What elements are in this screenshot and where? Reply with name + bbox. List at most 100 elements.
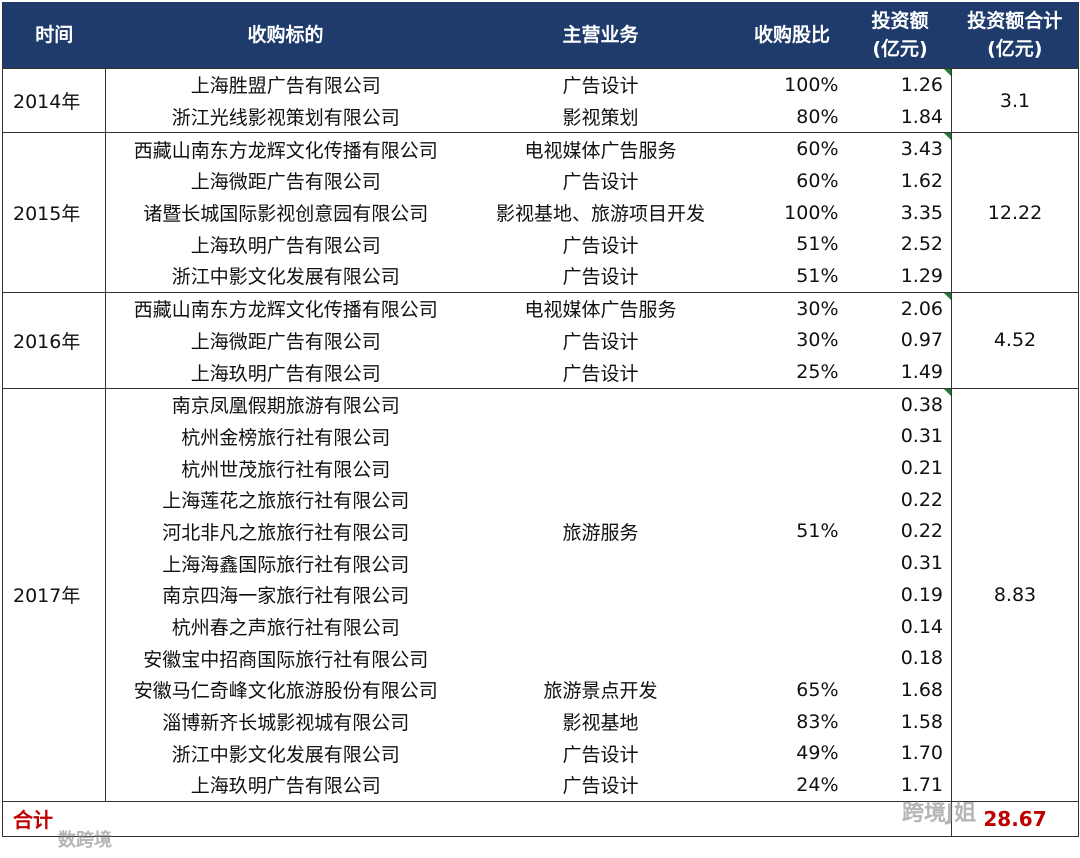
total-cell: 12.22 — [951, 132, 1079, 293]
ratio-cell: 100% — [735, 67, 849, 101]
amount-cell: 0.31 — [900, 552, 943, 575]
ratio-cell: 25% — [796, 361, 839, 384]
amount-cell: 0.19 — [900, 583, 943, 606]
company-cell: 上海莲花之旅旅行社有限公司 — [105, 483, 466, 516]
ratio-cell: 51% — [735, 387, 849, 675]
company-cell: 西藏山南东方龙辉文化传播有限公司 — [105, 291, 466, 325]
column-header: 投资额合计 (亿元) — [951, 2, 1079, 69]
ratio-cell: 60% — [735, 132, 849, 166]
ratio-cell: 80% — [796, 105, 839, 128]
company-cell: 上海微距广告有限公司 — [105, 324, 466, 357]
amount-cell: 0.38 — [848, 387, 952, 421]
amount-cell: 2.06 — [848, 291, 952, 325]
company-cell: 浙江中影文化发展有限公司 — [105, 260, 466, 293]
ratio-cell: 24% — [796, 773, 839, 796]
table-row: 杭州春之声旅行社有限公司 0.14 — [3, 610, 1079, 643]
company-cell: 上海海鑫国际旅行社有限公司 — [105, 547, 466, 579]
table-row: 2015年 西藏山南东方龙辉文化传播有限公司 电视媒体广告服务 60% 3.43 12.2… — [2, 132, 1079, 293]
total-label: 合计 — [2, 800, 952, 837]
column-header: 收购股比 — [735, 2, 849, 69]
ratio-cell: 60% — [796, 169, 839, 192]
amount-cell: 1.26 — [848, 67, 952, 101]
header-row: 时间 收购标的 主营业务 收购股比 投资额 (亿元) 投资额合计 (亿元) — [2, 2, 1079, 69]
amount-cell: 0.18 — [900, 647, 943, 670]
table-row: 浙江中影文化发展有限公司 广告设计 49% 1.70 — [3, 737, 1079, 770]
table-row: 上海玖明广告有限公司 广告设计 51% 2.52 — [3, 228, 1079, 261]
year-cell: 2014年 — [2, 67, 106, 133]
business-cell: 广告设计 — [562, 266, 639, 289]
amount-cell: 1.71 — [900, 773, 943, 796]
amount-cell: 1.58 — [900, 710, 943, 733]
amount-cell: 3.43 — [848, 132, 952, 166]
year-cell: 2016年 — [2, 291, 106, 389]
table-row: 上海莲花之旅旅行社有限公司 0.22 — [3, 483, 1079, 516]
amount-cell: 0.31 — [900, 425, 943, 448]
company-cell: 淄博新齐长城影视城有限公司 — [105, 705, 466, 738]
company-cell: 杭州金榜旅行社有限公司 — [105, 420, 466, 453]
acquisition-table: 时间 收购标的 主营业务 收购股比 投资额 (亿元) 投资额合计 (亿元) 2014年 上海… — [2, 2, 1079, 837]
table-row: 浙江光线影视策划有限公司 影视策划 80% 1.84 — [3, 100, 1079, 133]
table-row: 上海微距广告有限公司 广告设计 30% 0.97 — [3, 324, 1079, 357]
table-row: 上海玖明广告有限公司 广告设计 24% 1.71 — [3, 769, 1079, 802]
total-row: 合计 28.67 — [2, 800, 1079, 837]
ratio-cell: 51% — [796, 264, 839, 287]
amount-cell: 2.52 — [900, 233, 943, 256]
ratio-cell: 100% — [784, 201, 839, 224]
amount-cell: 1.62 — [900, 169, 943, 192]
table-row: 河北非凡之旅旅行社有限公司 0.22 — [3, 515, 1079, 548]
business-cell: 广告设计 — [562, 330, 639, 353]
table-row: 上海微距广告有限公司 广告设计 60% 1.62 — [3, 165, 1079, 197]
business-cell: 旅游景点开发 — [543, 680, 658, 703]
table-row: 2017年 南京凤凰假期旅游有限公司 旅游服务 51% 0.38 8.83 — [2, 387, 1079, 802]
company-cell: 安徽宝中招商国际旅行社有限公司 — [105, 642, 466, 675]
business-cell: 影视基地、旅游项目开发 — [495, 203, 705, 226]
table-row: 安徽马仁奇峰文化旅游股份有限公司 旅游景点开发 65% 1.68 — [3, 674, 1079, 706]
amount-cell: 1.70 — [900, 742, 943, 765]
company-cell: 杭州春之声旅行社有限公司 — [105, 610, 466, 643]
business-cell: 旅游服务 — [465, 387, 736, 675]
table-row: 诸暨长城国际影视创意园有限公司 影视基地、旅游项目开发 100% 3.35 — [3, 196, 1079, 229]
year-cell: 2017年 — [2, 387, 106, 802]
amount-cell: 1.29 — [900, 264, 943, 287]
column-header: 收购标的 — [105, 2, 466, 69]
ratio-cell: 49% — [796, 742, 839, 765]
business-cell: 影视策划 — [562, 107, 639, 130]
business-cell: 广告设计 — [562, 775, 639, 798]
table-row: 南京四海一家旅行社有限公司 0.19 — [3, 579, 1079, 611]
total-cell: 4.52 — [951, 291, 1079, 389]
ratio-cell: 30% — [735, 291, 849, 325]
amount-cell: 3.35 — [900, 201, 943, 224]
table-row: 淄博新齐长城影视城有限公司 影视基地 83% 1.58 — [3, 705, 1079, 738]
column-header: 时间 — [2, 2, 106, 69]
table-row: 2016年 西藏山南东方龙辉文化传播有限公司 电视媒体广告服务 30% 2.06 4.52 — [2, 291, 1079, 389]
business-cell: 电视媒体广告服务 — [465, 291, 736, 325]
company-cell: 诸暨长城国际影视创意园有限公司 — [105, 196, 466, 229]
table-row: 上海海鑫国际旅行社有限公司 0.31 — [3, 547, 1079, 579]
amount-cell: 1.68 — [900, 678, 943, 701]
company-cell: 安徽马仁奇峰文化旅游股份有限公司 — [105, 674, 466, 706]
company-cell: 上海玖明广告有限公司 — [105, 228, 466, 261]
table-row: 杭州金榜旅行社有限公司 0.31 — [3, 420, 1079, 453]
business-cell: 广告设计 — [562, 171, 639, 194]
ratio-cell: 83% — [796, 710, 839, 733]
table-row: 上海玖明广告有限公司 广告设计 25% 1.49 — [3, 356, 1079, 389]
amount-cell: 1.84 — [900, 105, 943, 128]
table-row: 杭州世茂旅行社有限公司 0.21 — [3, 452, 1079, 484]
table-row: 浙江中影文化发展有限公司 广告设计 51% 1.29 — [3, 260, 1079, 293]
total-value: 28.67 — [951, 800, 1079, 837]
business-cell: 影视基地 — [562, 712, 639, 735]
company-cell: 上海胜盟广告有限公司 — [105, 67, 466, 101]
amount-cell: 1.49 — [900, 361, 943, 384]
company-cell: 上海玖明广告有限公司 — [105, 769, 466, 802]
total-cell: 8.83 — [951, 387, 1079, 802]
company-cell: 浙江中影文化发展有限公司 — [105, 737, 466, 770]
ratio-cell: 30% — [796, 329, 839, 352]
business-cell: 电视媒体广告服务 — [465, 132, 736, 166]
company-cell: 上海微距广告有限公司 — [105, 165, 466, 197]
business-cell: 广告设计 — [562, 234, 639, 257]
business-cell: 广告设计 — [465, 67, 736, 101]
total-cell: 3.1 — [951, 67, 1079, 133]
company-cell: 河北非凡之旅旅行社有限公司 — [105, 515, 466, 548]
column-header: 投资额 (亿元) — [848, 2, 952, 69]
